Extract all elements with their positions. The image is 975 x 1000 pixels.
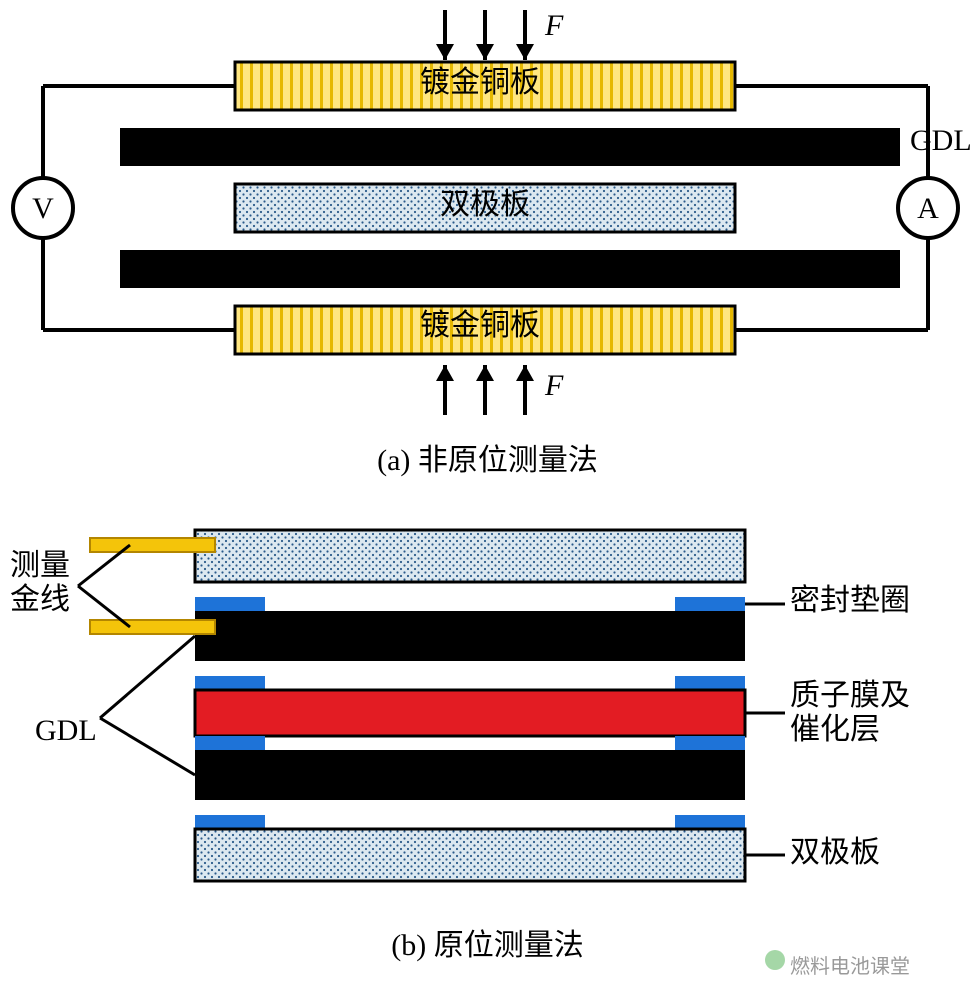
membrane-label: 催化层 — [790, 713, 880, 746]
bipolar-plate — [195, 530, 745, 582]
layer-label: GDL — [910, 124, 972, 157]
seal-gasket — [195, 676, 265, 690]
callout-line — [100, 718, 195, 775]
gdl-layer — [120, 250, 900, 288]
seal-gasket — [195, 597, 265, 611]
gold-wire-label: 测量 — [10, 549, 70, 582]
seal-gasket — [195, 815, 265, 829]
arrow-head-icon — [516, 44, 534, 60]
gdl-label: GDL — [35, 714, 97, 747]
force-label: F — [544, 369, 564, 402]
seal-label: 密封垫圈 — [790, 584, 910, 617]
diagram-canvas: F镀金铜板GDL双极板镀金铜板FVA测量金线GDL密封垫圈质子膜及催化层双极板 — [0, 0, 975, 1000]
membrane-label: 质子膜及 — [790, 679, 910, 712]
caption-a: (a) 非原位测量法 — [0, 435, 975, 479]
arrow-head-icon — [436, 44, 454, 60]
gold-wire-label: 金线 — [10, 583, 70, 616]
arrow-head-icon — [476, 365, 494, 381]
gdl-layer — [120, 128, 900, 166]
seal-gasket — [675, 736, 745, 750]
layer-label: 镀金铜板 — [420, 66, 540, 99]
gdl-layer — [195, 750, 745, 800]
layer-label: 双极板 — [440, 188, 530, 221]
gdl-layer — [195, 611, 745, 661]
meter-label-v: V — [32, 192, 54, 225]
watermark-text: 燃料电池课堂 — [790, 950, 910, 979]
seal-gasket — [675, 597, 745, 611]
callout-line — [100, 636, 195, 718]
layer-label: 镀金铜板 — [420, 309, 540, 342]
arrow-head-icon — [436, 365, 454, 381]
seal-gasket — [675, 815, 745, 829]
gold-wire — [90, 620, 215, 634]
membrane-layer — [195, 690, 745, 736]
arrow-head-icon — [476, 44, 494, 60]
seal-gasket — [675, 676, 745, 690]
seal-gasket — [195, 736, 265, 750]
gold-wire — [90, 538, 215, 552]
arrow-head-icon — [516, 365, 534, 381]
bipolar-plate — [195, 829, 745, 881]
bipolar-label: 双极板 — [790, 836, 880, 869]
force-label: F — [544, 9, 564, 42]
meter-label-a: A — [917, 192, 939, 225]
